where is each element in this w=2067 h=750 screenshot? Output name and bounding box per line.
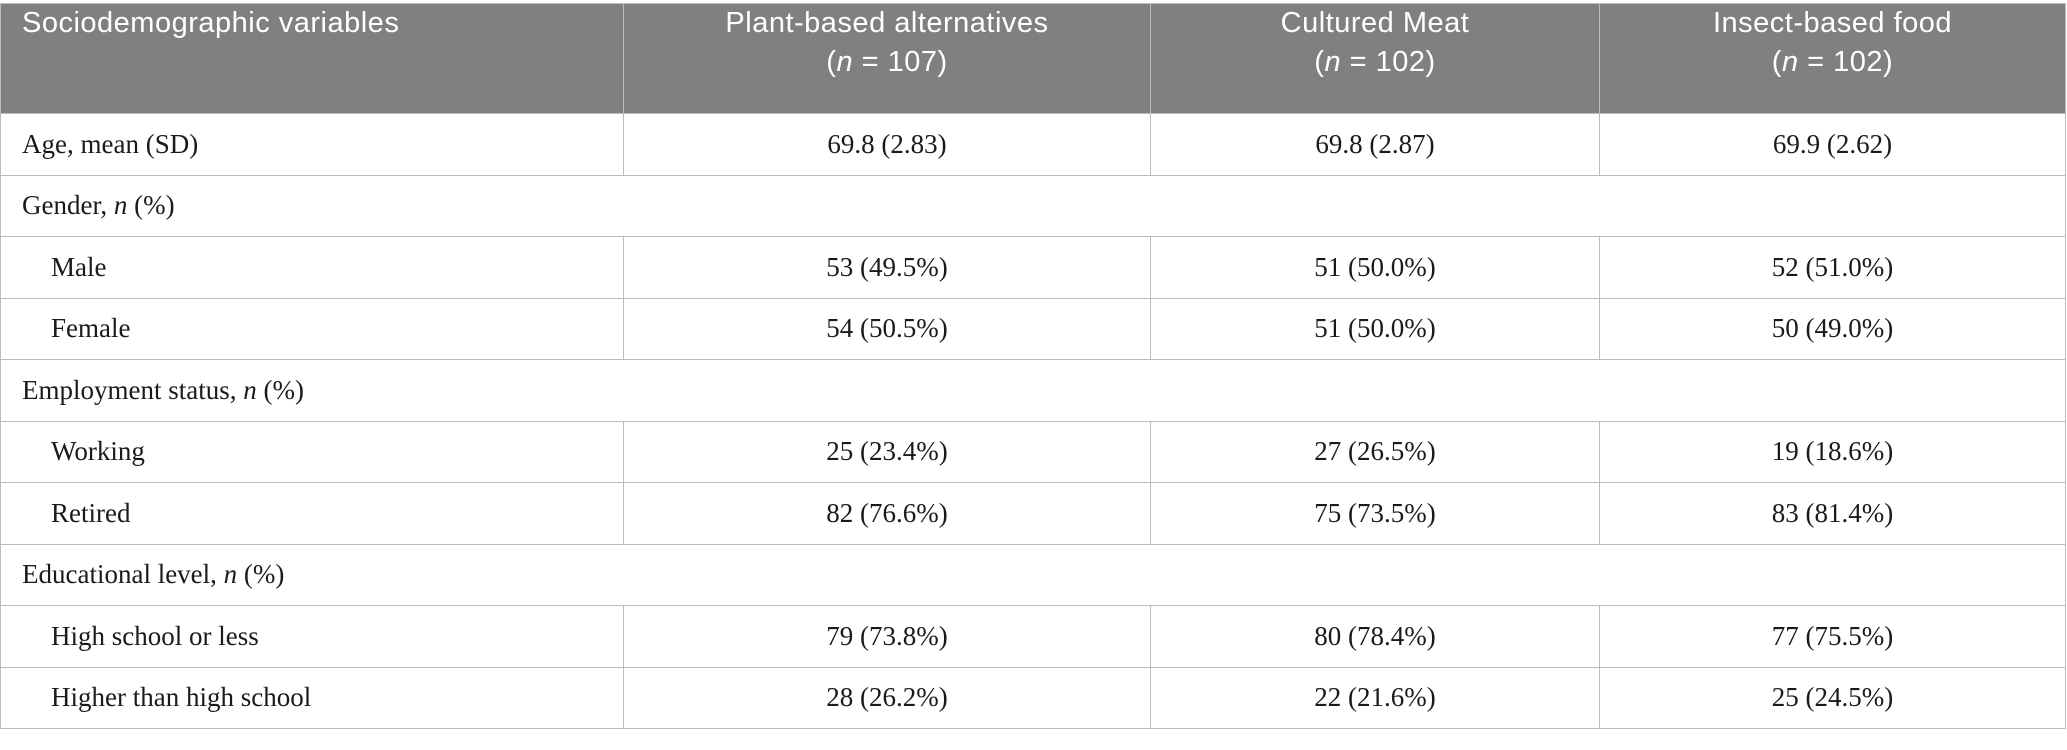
- italic-n: n: [1324, 46, 1342, 78]
- row-label: Higher than high school: [0, 666, 624, 729]
- value-cell: 51 (50.0%): [1150, 297, 1600, 360]
- row-label: Working: [0, 420, 624, 483]
- table-row-retired: Retired 82 (76.6%) 75 (73.5%) 83 (81.4%): [0, 482, 2066, 545]
- header-label: Sociodemographic variables: [22, 7, 400, 39]
- header-cultured-meat: Cultured Meat (n = 102): [1150, 3, 1600, 114]
- section-label: Educational level, n (%): [0, 543, 2066, 606]
- group-n-count: (n = 102): [1314, 46, 1436, 78]
- value-cell: 69.8 (2.87): [1150, 113, 1600, 176]
- value-cell: 28 (26.2%): [623, 666, 1151, 729]
- header-insect-based-food: Insect-based food (n = 102): [1599, 3, 2066, 114]
- value-cell: 83 (81.4%): [1599, 482, 2066, 545]
- section-label: Employment status, n (%): [0, 359, 2066, 422]
- row-label: Male: [0, 236, 624, 299]
- table-header: Sociodemographic variables Plant-based a…: [0, 3, 2066, 114]
- table-row-working: Working 25 (23.4%) 27 (26.5%) 19 (18.6%): [0, 420, 2066, 483]
- section-row-gender: Gender, n (%): [0, 174, 2066, 237]
- section-label: Gender, n (%): [0, 174, 2066, 237]
- italic-n: n: [223, 559, 238, 590]
- value-cell: 75 (73.5%): [1150, 482, 1600, 545]
- table-row-female: Female 54 (50.5%) 51 (50.0%) 50 (49.0%): [0, 297, 2066, 360]
- value-cell: 51 (50.0%): [1150, 236, 1600, 299]
- header-sociodemographic-variables: Sociodemographic variables: [0, 3, 624, 114]
- group-name: Insect-based food: [1712, 7, 1953, 39]
- header-row: Sociodemographic variables Plant-based a…: [0, 3, 2066, 114]
- value-cell: 69.9 (2.62): [1599, 113, 2066, 176]
- value-cell: 53 (49.5%): [623, 236, 1151, 299]
- value-cell: 50 (49.0%): [1599, 297, 2066, 360]
- table-body: Age, mean (SD) 69.8 (2.83) 69.8 (2.87) 6…: [0, 113, 2066, 729]
- row-label: Female: [0, 297, 624, 360]
- value-cell: 19 (18.6%): [1599, 420, 2066, 483]
- table-row-high-school-or-less: High school or less 79 (73.8%) 80 (78.4%…: [0, 605, 2066, 668]
- value-cell: 54 (50.5%): [623, 297, 1151, 360]
- row-label: Age, mean (SD): [0, 113, 624, 176]
- value-cell: 80 (78.4%): [1150, 605, 1600, 668]
- value-cell: 25 (23.4%): [623, 420, 1151, 483]
- row-label: High school or less: [0, 605, 624, 668]
- sociodemographic-table: Sociodemographic variables Plant-based a…: [0, 3, 2066, 729]
- italic-n: n: [836, 46, 854, 78]
- value-cell: 77 (75.5%): [1599, 605, 2066, 668]
- italic-n: n: [1781, 46, 1799, 78]
- group-n-count: (n = 102): [1771, 46, 1894, 78]
- value-cell: 69.8 (2.83): [623, 113, 1151, 176]
- group-name: Plant-based alternatives: [725, 7, 1049, 39]
- row-label: Retired: [0, 482, 624, 545]
- italic-n: n: [243, 374, 257, 405]
- header-plant-based-alternatives: Plant-based alternatives (n = 107): [623, 3, 1151, 114]
- italic-n: n: [113, 190, 128, 221]
- value-cell: 52 (51.0%): [1599, 236, 2066, 299]
- value-cell: 82 (76.6%): [623, 482, 1151, 545]
- value-cell: 79 (73.8%): [623, 605, 1151, 668]
- value-cell: 27 (26.5%): [1150, 420, 1600, 483]
- value-cell: 22 (21.6%): [1150, 666, 1600, 729]
- group-n-count: (n = 107): [826, 46, 948, 78]
- section-row-employment: Employment status, n (%): [0, 359, 2066, 422]
- group-name: Cultured Meat: [1280, 7, 1470, 39]
- section-row-education: Educational level, n (%): [0, 543, 2066, 606]
- table-row-age: Age, mean (SD) 69.8 (2.83) 69.8 (2.87) 6…: [0, 113, 2066, 176]
- table-row-higher-than-high-school: Higher than high school 28 (26.2%) 22 (2…: [0, 666, 2066, 729]
- table-row-male: Male 53 (49.5%) 51 (50.0%) 52 (51.0%): [0, 236, 2066, 299]
- value-cell: 25 (24.5%): [1599, 666, 2066, 729]
